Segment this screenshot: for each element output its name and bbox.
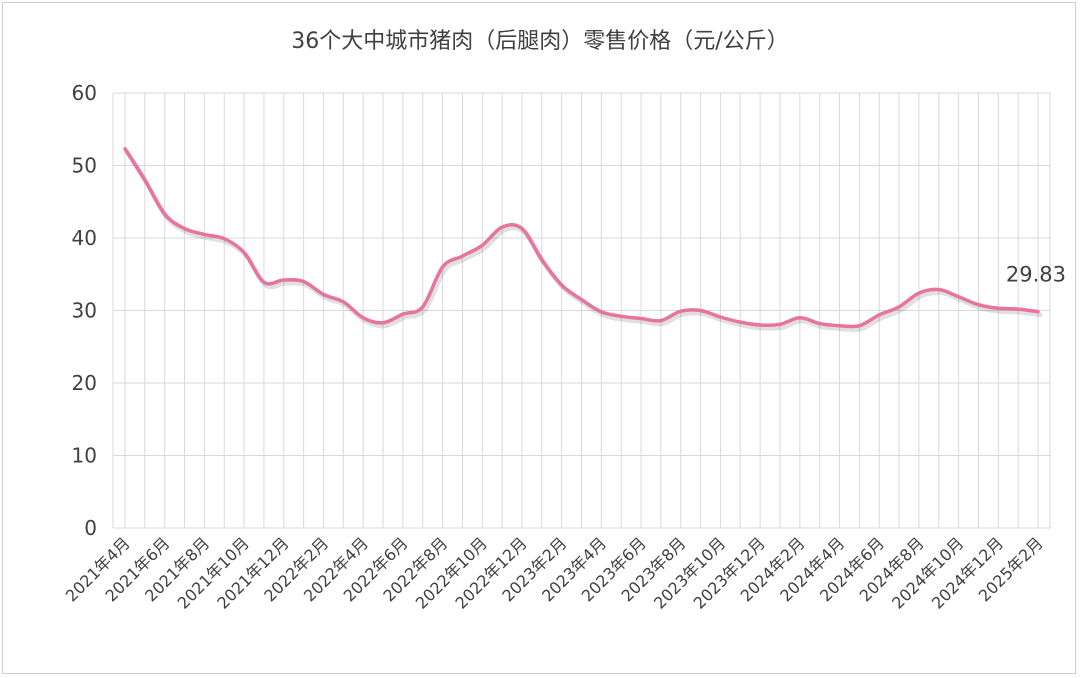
data-point	[242, 251, 246, 255]
data-point	[560, 283, 564, 287]
data-point	[818, 322, 822, 326]
y-tick-label: 60	[72, 81, 97, 105]
data-point	[460, 254, 464, 258]
data-point	[321, 293, 325, 297]
data-point	[540, 258, 544, 262]
data-point	[917, 291, 921, 295]
data-point	[341, 300, 345, 304]
data-point	[877, 313, 881, 317]
data-point	[798, 316, 802, 320]
data-point	[659, 319, 663, 323]
data-point	[580, 298, 584, 302]
data-point	[441, 265, 445, 269]
series-line	[123, 147, 1040, 329]
gridlines	[112, 92, 1051, 529]
data-point	[937, 287, 941, 291]
data-point	[976, 303, 980, 307]
data-point	[163, 212, 167, 216]
data-point	[401, 312, 405, 316]
y-tick-label: 0	[84, 516, 97, 540]
data-point	[361, 316, 365, 320]
chart-title: 36个大中城市猪肉（后腿肉）零售价格（元/公斤）	[291, 29, 788, 54]
y-tick-label: 40	[72, 226, 97, 250]
data-point	[262, 280, 266, 284]
data-point	[282, 278, 286, 282]
data-point	[500, 225, 504, 229]
data-point	[639, 316, 643, 320]
data-point	[857, 324, 861, 328]
data-point	[758, 323, 762, 327]
y-tick-label: 10	[72, 444, 97, 468]
y-tick-label: 30	[72, 299, 97, 323]
data-point	[957, 295, 961, 299]
data-point	[480, 243, 484, 247]
x-axis: 2021年4月2021年6月2021年8月2021年10月2021年12月202…	[62, 533, 1047, 612]
data-point	[143, 178, 147, 182]
data-point	[897, 305, 901, 309]
data-point	[302, 280, 306, 284]
data-point	[718, 315, 722, 319]
data-label-last: 29.83	[1006, 263, 1066, 287]
data-point	[778, 322, 782, 326]
data-point	[599, 310, 603, 314]
data-point	[222, 237, 226, 241]
data-point	[838, 324, 842, 328]
y-tick-label: 50	[72, 154, 97, 178]
data-point	[996, 306, 1000, 310]
data-point	[520, 227, 524, 231]
data-point	[699, 309, 703, 313]
data-point	[619, 314, 623, 318]
y-tick-label: 20	[72, 371, 97, 395]
data-point	[183, 227, 187, 231]
data-labels: 29.83	[1006, 263, 1066, 287]
series-layer	[123, 147, 1043, 333]
data-point	[738, 320, 742, 324]
data-point	[679, 309, 683, 313]
data-point	[1016, 307, 1020, 311]
data-point	[381, 321, 385, 325]
y-axis: 0 10 20 30 40 50 60	[72, 81, 97, 540]
data-point	[421, 305, 425, 309]
data-point	[123, 147, 127, 151]
data-point	[202, 232, 206, 236]
data-point	[1036, 310, 1040, 314]
